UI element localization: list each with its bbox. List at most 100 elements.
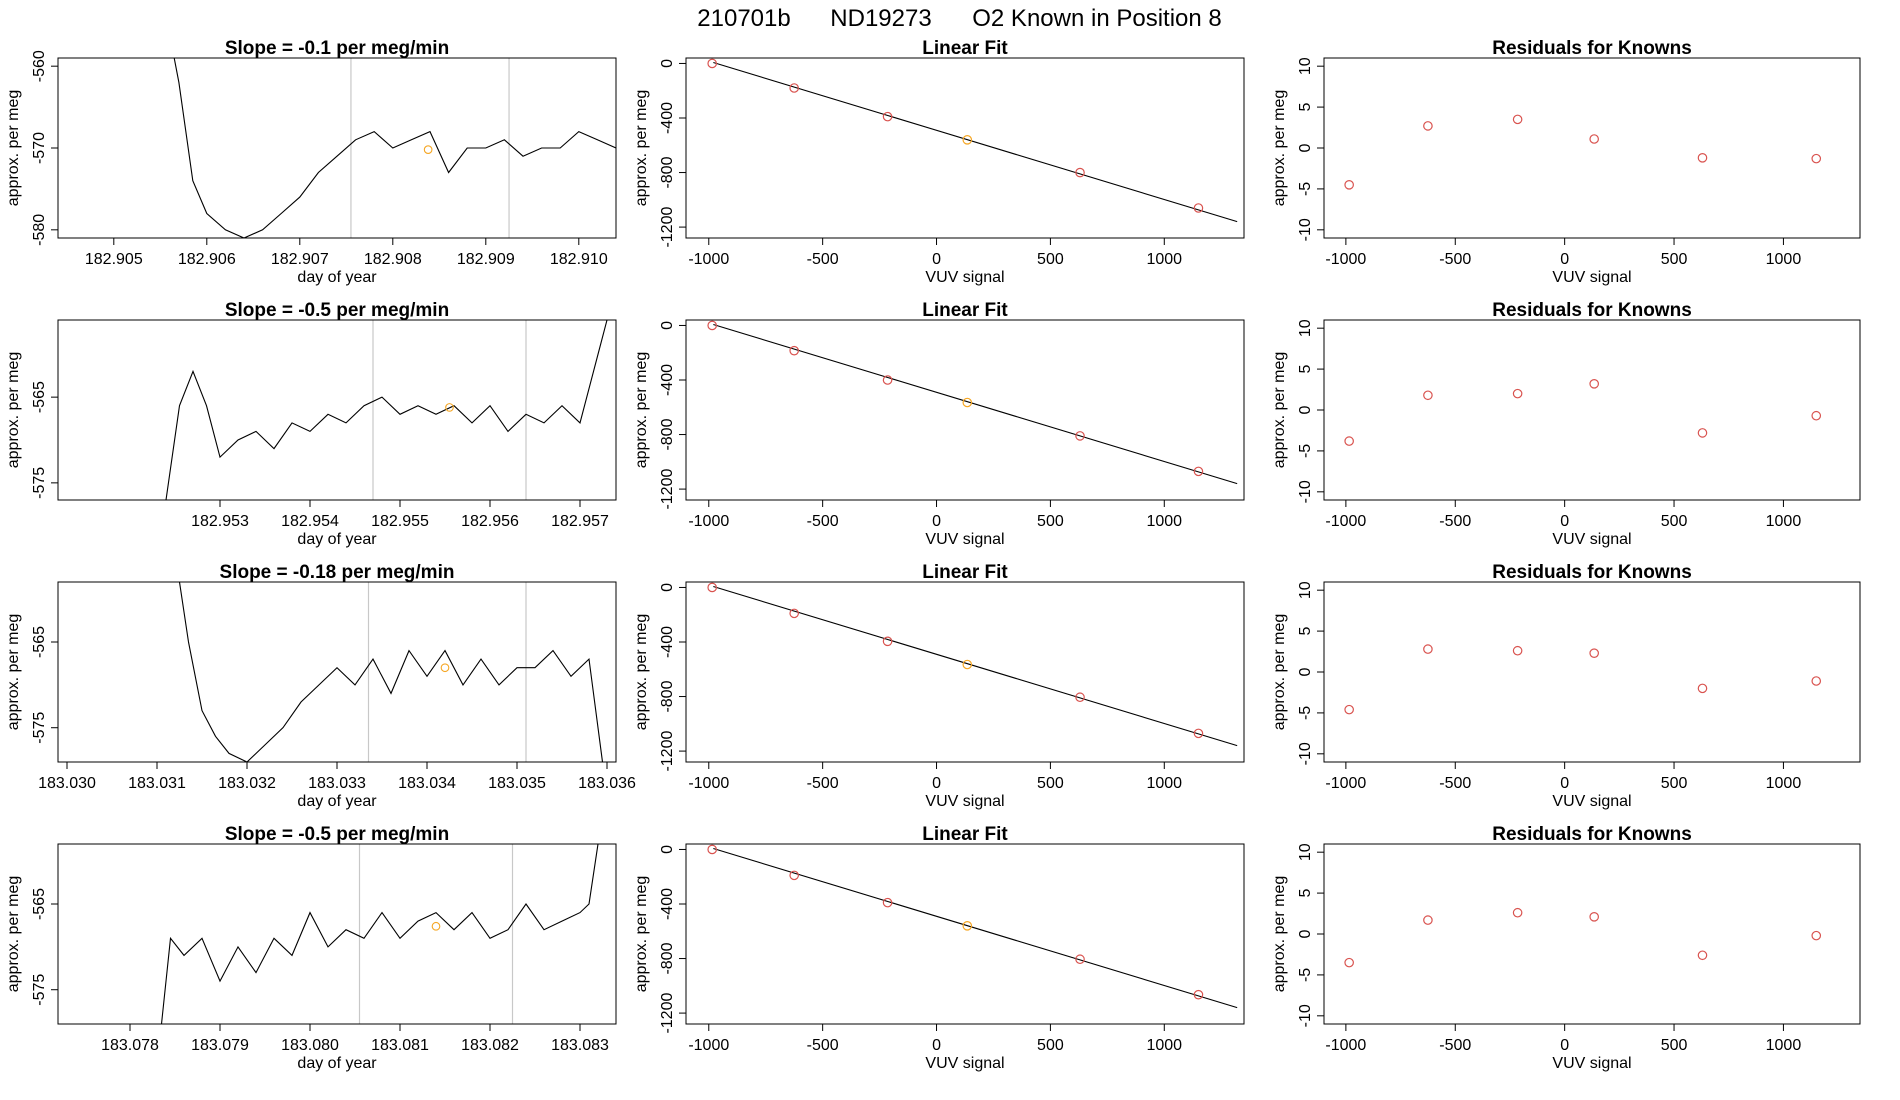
y-axis-label: approx. per meg xyxy=(633,352,650,469)
x-tick-label: 0 xyxy=(932,775,941,792)
y-tick-label: -565 xyxy=(31,381,48,413)
fit-line xyxy=(713,323,1238,485)
x-axis-label: VUV signal xyxy=(925,269,1004,286)
x-tick-label: 500 xyxy=(1037,251,1064,268)
y-tick-label: 0 xyxy=(659,59,676,68)
x-tick-label: 182.910 xyxy=(550,251,608,268)
x-tick-label: -1000 xyxy=(688,513,729,530)
plot-marks xyxy=(173,58,616,238)
x-tick-label: 500 xyxy=(1661,1037,1688,1054)
x-tick-label: 182.954 xyxy=(281,513,339,530)
x-tick-label: 1000 xyxy=(1766,513,1802,530)
x-tick-label: 0 xyxy=(932,251,941,268)
y-tick-label: -580 xyxy=(31,214,48,246)
data-point xyxy=(1193,466,1204,477)
data-point xyxy=(1423,390,1433,401)
y-tick-label: -575 xyxy=(31,974,48,1006)
y-tick-label: 10 xyxy=(1297,843,1314,861)
x-tick-label: 0 xyxy=(1560,251,1569,268)
data-point xyxy=(1589,648,1599,658)
data-point xyxy=(1075,431,1085,441)
y-axis-label: approx. per meg xyxy=(633,876,650,993)
plot-frame xyxy=(1323,57,1861,239)
y-tick-label: -5 xyxy=(1297,706,1314,720)
x-tick-label: -1000 xyxy=(688,1037,729,1054)
data-point xyxy=(1512,114,1523,125)
x-tick-label: -1000 xyxy=(1325,513,1366,530)
figure-header: 210701b ND19273 O2 Known in Position 8 xyxy=(697,5,1221,32)
highlighted-data-point xyxy=(962,397,973,408)
run-id: 210701b xyxy=(697,5,790,32)
plot-frame xyxy=(1323,843,1861,1025)
y-tick-label: -10 xyxy=(1297,742,1314,765)
y-tick-label: -5 xyxy=(1297,182,1314,196)
x-tick-label: -500 xyxy=(807,1037,839,1054)
x-tick-label: 1000 xyxy=(1766,1037,1802,1054)
x-tick-label: 183.031 xyxy=(128,775,186,792)
y-tick-label: -800 xyxy=(659,680,676,712)
data-point xyxy=(1697,428,1708,438)
x-tick-label: 183.030 xyxy=(38,775,96,792)
data-point xyxy=(1811,930,1822,941)
highlighted-data-point xyxy=(962,135,973,145)
x-tick-label: -500 xyxy=(1439,1037,1471,1054)
y-tick-label: -800 xyxy=(659,942,676,974)
y-tick-label: 10 xyxy=(1297,57,1314,75)
x-tick-label: -500 xyxy=(1439,251,1471,268)
mean-point-marker xyxy=(431,921,441,931)
y-tick-label: -400 xyxy=(659,626,676,658)
data-point xyxy=(1811,153,1822,164)
x-tick-label: 183.035 xyxy=(488,775,546,792)
data-point xyxy=(1344,704,1354,715)
data-point xyxy=(1512,645,1523,656)
y-tick-label: 0 xyxy=(1297,929,1314,938)
highlighted-data-point xyxy=(962,659,973,670)
plot-frame xyxy=(1323,581,1861,763)
data-point xyxy=(789,870,799,881)
x-tick-label: 183.080 xyxy=(281,1037,339,1054)
data-point xyxy=(1344,436,1354,446)
data-point xyxy=(1697,153,1708,163)
highlighted-data-point xyxy=(962,921,973,931)
x-tick-label: 500 xyxy=(1661,775,1688,792)
data-point xyxy=(707,320,717,331)
data-point xyxy=(1344,957,1354,968)
y-tick-label: 10 xyxy=(1297,319,1314,337)
plot-frame xyxy=(1323,319,1861,501)
data-point xyxy=(1423,121,1433,131)
x-tick-label: 0 xyxy=(1560,513,1569,530)
panel-title: Linear Fit xyxy=(922,562,1008,583)
x-tick-label: 1000 xyxy=(1766,251,1802,268)
data-point xyxy=(707,582,717,593)
x-tick-label: 183.034 xyxy=(398,775,456,792)
data-point xyxy=(707,58,717,69)
x-tick-label: -1000 xyxy=(1325,251,1366,268)
y-tick-label: -565 xyxy=(31,626,48,658)
y-axis-label: approx. per meg xyxy=(5,352,22,469)
x-tick-label: 182.906 xyxy=(178,251,236,268)
data-point xyxy=(1512,907,1523,918)
plot-marks xyxy=(1344,379,1822,446)
timeseries-panel-row-1: Slope = -0.1 per meg/min 182.905 182.906 18… xyxy=(5,38,617,286)
y-tick-label: -10 xyxy=(1297,218,1314,241)
data-point xyxy=(1193,989,1204,1000)
y-axis-label: approx. per meg xyxy=(633,90,650,207)
x-tick-label: 183.078 xyxy=(101,1037,159,1054)
data-point xyxy=(789,83,799,93)
x-tick-label: 182.956 xyxy=(461,513,519,530)
y-tick-label: -800 xyxy=(659,156,676,188)
mean-point-marker xyxy=(440,663,450,673)
y-tick-label: 0 xyxy=(659,845,676,854)
mean-point-marker xyxy=(445,403,454,412)
x-axis-label: VUV signal xyxy=(1552,1055,1631,1072)
y-tick-label: -400 xyxy=(659,364,676,396)
plot-marks xyxy=(1344,644,1822,715)
data-point xyxy=(1589,379,1599,389)
y-tick-label: -575 xyxy=(31,467,48,499)
x-axis-label: day of year xyxy=(297,1055,377,1072)
y-tick-label: 5 xyxy=(1297,103,1314,112)
y-tick-label: -575 xyxy=(31,712,48,744)
x-tick-label: 500 xyxy=(1661,251,1688,268)
mean-point-marker xyxy=(423,145,433,154)
